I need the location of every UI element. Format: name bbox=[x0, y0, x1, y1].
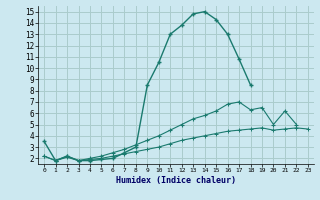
X-axis label: Humidex (Indice chaleur): Humidex (Indice chaleur) bbox=[116, 176, 236, 185]
